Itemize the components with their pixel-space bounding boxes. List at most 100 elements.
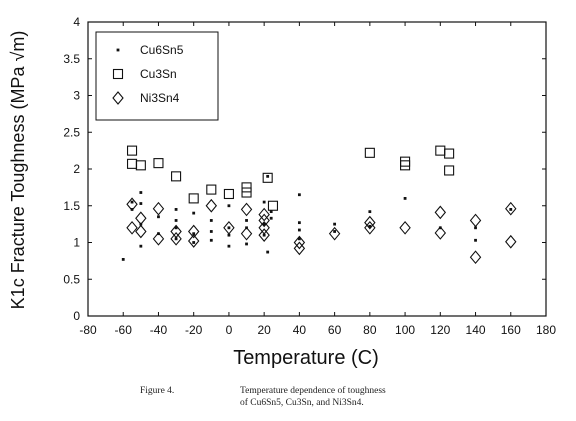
- ni3sn4-point: [434, 205, 447, 220]
- cu6sn5-point: [262, 233, 266, 237]
- legend-label: Cu3Sn: [140, 67, 177, 81]
- legend: Cu6Sn5 Cu3Sn Ni3Sn4: [95, 31, 219, 121]
- cu3sn-point: [444, 165, 455, 176]
- ni3sn4-point: [205, 198, 218, 213]
- cu6sn5-point: [262, 200, 266, 204]
- figure-caption-line-1: Temperature dependence of toughness: [240, 386, 386, 396]
- cu3sn-point: [444, 148, 455, 159]
- y-tick-label: 3: [73, 89, 80, 103]
- cu6sn5-point: [297, 228, 301, 232]
- cu3sn-point: [364, 147, 375, 158]
- x-tick-label: -60: [115, 323, 133, 337]
- y-tick-label: 1: [73, 236, 80, 250]
- cu6sn5-point: [266, 250, 270, 254]
- legend-box: [95, 31, 219, 121]
- ni3sn4-point: [505, 201, 517, 216]
- ni3sn4-point: [258, 228, 270, 243]
- ni3sn4-point: [434, 226, 447, 240]
- figure-caption-line-2: of Cu6Sn5, Cu3Sn, and Ni3Sn4.: [240, 398, 364, 408]
- cu6sn5-point: [269, 216, 273, 220]
- y-tick-label: 1.5: [63, 199, 80, 213]
- ni3sn4-point: [126, 197, 138, 212]
- data-points: [121, 145, 517, 265]
- cu6sn5-point: [192, 232, 196, 236]
- figure-caption-label: Figure 4.: [140, 386, 175, 396]
- legend-label: Cu6Sn5: [140, 43, 184, 57]
- x-tick-label: 100: [395, 323, 415, 337]
- cu6sn5-point: [333, 230, 337, 233]
- ni3sn4-point: [187, 224, 200, 239]
- ni3sn4-point: [240, 226, 253, 241]
- cu6sn5-point: [333, 222, 337, 226]
- x-tick-label: 20: [257, 323, 271, 337]
- ni3sn4-point: [469, 250, 482, 265]
- cu6sn5-point: [174, 226, 178, 230]
- y-tick-label: 3.5: [63, 52, 80, 66]
- ni3sn4-point: [258, 207, 270, 222]
- y-axis-ticks: 0 0.5 1 1.5 2 2.5 3 3.5 4: [63, 15, 546, 323]
- legend-items: Cu6Sn5 Cu3Sn Ni3Sn4: [112, 43, 184, 105]
- ni3sn4-point: [399, 220, 411, 235]
- x-tick-label: 60: [328, 323, 342, 337]
- cu6sn5-point: [174, 208, 178, 211]
- cu6sn5-point: [227, 226, 231, 230]
- cu6sn5-point: [245, 219, 248, 222]
- cu6sn5-point: [139, 191, 143, 194]
- cu6sn5-point: [174, 237, 178, 241]
- legend-dot-marker: [116, 48, 120, 52]
- x-tick-label: -20: [185, 323, 203, 337]
- cu6sn5-point: [174, 219, 178, 222]
- cu6sn5-point: [509, 208, 513, 211]
- y-axis-title-text: K1c Fracture Toughness (MPa √m): [8, 31, 28, 310]
- ni3sn4-point: [364, 215, 376, 230]
- cu3sn-point: [400, 160, 411, 171]
- legend-square-marker: [112, 68, 124, 80]
- legend-label: Ni3Sn4: [140, 91, 180, 105]
- ni3sn4-point: [126, 220, 138, 235]
- ni3sn4-point: [258, 220, 270, 235]
- cu6sn5-point: [297, 237, 301, 241]
- x-tick-label: 160: [501, 323, 521, 337]
- y-tick-label: 0.5: [63, 272, 80, 286]
- cu3sn-point: [223, 188, 234, 200]
- cu6sn5-point: [192, 241, 196, 244]
- y-tick-label: 4: [73, 15, 80, 29]
- cu3sn-point: [153, 158, 164, 169]
- ni3sn4-point: [328, 226, 341, 241]
- cu6sn5-point: [209, 238, 213, 242]
- cu6sn5-point: [245, 242, 248, 246]
- x-tick-label: 0: [226, 323, 233, 337]
- x-tick-label: 80: [363, 323, 377, 337]
- cu6sn5-point: [139, 244, 143, 248]
- cu3sn-point: [241, 187, 252, 198]
- x-tick-label: 140: [466, 323, 486, 337]
- x-axis-ticks: -80 -60 -40 -20 0 20 40 60 80 100 120 140 160 180: [79, 22, 556, 337]
- ni3sn4-point: [293, 241, 306, 256]
- cu6sn5-point: [209, 219, 213, 222]
- cu3sn-point: [171, 171, 182, 182]
- cu6sn5-point: [266, 174, 270, 178]
- cu6sn5-point: [297, 221, 301, 225]
- cu6sn5-point: [474, 238, 477, 242]
- cu6sn5-point: [227, 233, 231, 237]
- cu6sn5-point: [157, 215, 160, 219]
- cu3sn-point: [188, 193, 199, 204]
- cu6sn5-point: [121, 258, 125, 261]
- cu6sn5-point: [368, 224, 372, 228]
- cu3sn-point: [135, 160, 146, 171]
- ni3sn4-point: [505, 234, 517, 249]
- ni3sn4-point: [469, 213, 482, 228]
- x-tick-label: -40: [150, 323, 168, 337]
- cu6sn5-point: [130, 200, 134, 204]
- ni3sn4-point: [187, 234, 200, 248]
- cu6sn5-point: [262, 222, 266, 226]
- x-tick-label: -80: [79, 323, 97, 337]
- cu6sn5-point: [403, 197, 407, 200]
- ni3sn4-point: [293, 235, 306, 250]
- x-tick-label: 120: [430, 323, 450, 337]
- cu6sn5-point: [474, 226, 477, 230]
- ni3sn4-point: [240, 202, 253, 217]
- y-axis-title: K1c Fracture Toughness (MPa √m): [8, 31, 28, 310]
- cu3sn-point: [400, 156, 411, 167]
